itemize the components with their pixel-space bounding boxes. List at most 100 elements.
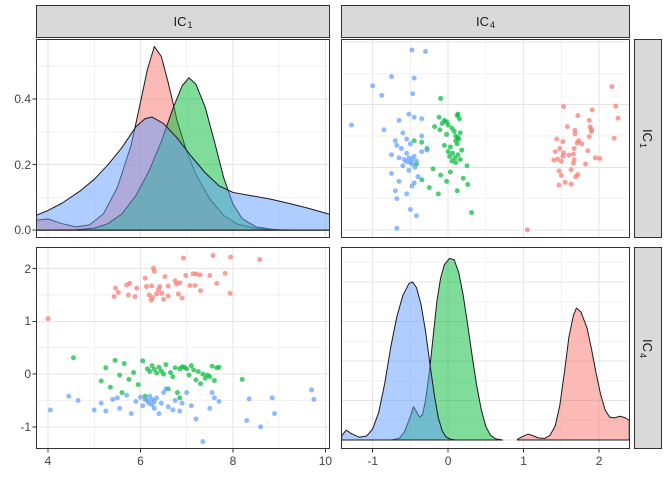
panel-border — [341, 247, 630, 449]
axis-tick-label: 2 — [595, 454, 603, 468]
scatter-point — [175, 291, 181, 297]
scatter-point — [551, 157, 557, 163]
axis-tick-label: 1 — [24, 314, 31, 329]
scatter-point — [432, 124, 438, 130]
scatter-point — [216, 364, 222, 370]
scatter-point — [207, 405, 213, 411]
axis-tick-label: -1 — [367, 454, 379, 468]
scatter-point — [389, 74, 395, 80]
scatter-point — [70, 355, 76, 361]
scatter-point — [557, 146, 563, 152]
scatter-point — [227, 290, 233, 296]
scatter-point — [407, 207, 413, 213]
scatter-point — [613, 103, 619, 109]
strip-subscript: 1 — [187, 19, 193, 30]
scatter-point — [269, 395, 275, 401]
scatter-point — [151, 405, 157, 411]
scatter-point — [444, 178, 450, 184]
scatter-point — [455, 111, 461, 117]
scatter-point — [179, 295, 185, 301]
scatter-points-group2 — [70, 355, 245, 401]
scatter-point — [162, 274, 168, 280]
scatter-point — [524, 227, 530, 233]
scatter-point — [127, 280, 133, 286]
scatter-point — [187, 283, 193, 288]
scatter-point — [396, 178, 402, 184]
scatter-point — [453, 160, 459, 166]
scatter-point — [135, 382, 141, 388]
scatter-point — [207, 272, 213, 278]
scatter-point — [154, 395, 160, 401]
scatter-point — [198, 381, 204, 387]
scatter-points-group3 — [349, 47, 430, 231]
scatter-point — [460, 175, 466, 181]
scatter-point — [445, 149, 451, 155]
scatter-point — [404, 191, 410, 197]
scatter-point — [406, 155, 412, 161]
scatter-point — [609, 84, 615, 90]
scatter-point — [188, 363, 194, 369]
panel-ic4-density — [341, 247, 630, 449]
scatter-point — [453, 133, 459, 139]
scatter-point — [210, 252, 216, 258]
scatter-point — [438, 172, 444, 178]
scatter-point — [183, 272, 189, 278]
axis-tick-label: 2 — [24, 261, 31, 276]
scatter-point — [119, 390, 125, 396]
scatter-point — [396, 155, 402, 161]
scatter-point — [394, 142, 400, 148]
strip-text: IC — [173, 14, 187, 29]
scatter-point — [585, 148, 591, 154]
scatter-point — [423, 49, 429, 55]
scatter-point — [168, 370, 174, 376]
scatter-point — [586, 117, 592, 123]
scatter-point — [114, 395, 120, 401]
scatter-point — [589, 107, 595, 113]
strip-label-col-ic1: IC 1 — [36, 5, 330, 38]
scatter-point — [469, 210, 475, 216]
scatter-point — [419, 177, 425, 183]
scatter-point — [156, 364, 162, 370]
scatter-point — [180, 255, 186, 261]
scatter-point — [170, 407, 176, 413]
scatter-point — [188, 403, 194, 409]
scatter-point — [170, 374, 176, 380]
scatter-point — [412, 164, 418, 170]
scatter-point — [436, 114, 442, 120]
scatter-point — [592, 155, 598, 161]
axis-tick-label: 10 — [318, 454, 333, 468]
scatter-point — [161, 371, 167, 377]
scatter-point — [457, 156, 463, 162]
scatter-point — [117, 372, 123, 378]
scatter-point — [177, 408, 183, 414]
scatter-point — [389, 152, 395, 158]
scatter-point — [140, 358, 146, 364]
scatter-point — [401, 156, 407, 162]
scatter-point — [184, 366, 190, 372]
scatter-point — [560, 139, 566, 145]
scatter-point — [157, 284, 163, 290]
scatter-point — [554, 136, 560, 142]
scatter-point — [177, 395, 183, 401]
scatter-point — [165, 293, 171, 299]
scatter-point — [615, 115, 621, 121]
axis-tick-label: 0.0 — [14, 223, 31, 238]
scatter-point — [159, 290, 165, 296]
scatter-point — [572, 131, 578, 137]
scatter-point — [125, 292, 131, 298]
scatter-point — [165, 283, 171, 289]
scatter-point — [200, 371, 206, 377]
scatter-point — [154, 291, 160, 297]
panel-ic4-vs-ic1-scatter — [36, 247, 330, 449]
scatter-point — [103, 365, 109, 371]
scatter-point — [75, 397, 81, 403]
axis-tick-label: 6 — [137, 454, 144, 468]
scatter-point — [186, 372, 192, 378]
scatter-point — [459, 147, 465, 153]
scatter-point — [133, 399, 139, 405]
scatter-point — [464, 163, 470, 169]
scatter-point — [184, 390, 190, 396]
scatter-point — [228, 254, 234, 260]
scatter-point — [147, 368, 153, 374]
scatter-point — [419, 116, 425, 122]
